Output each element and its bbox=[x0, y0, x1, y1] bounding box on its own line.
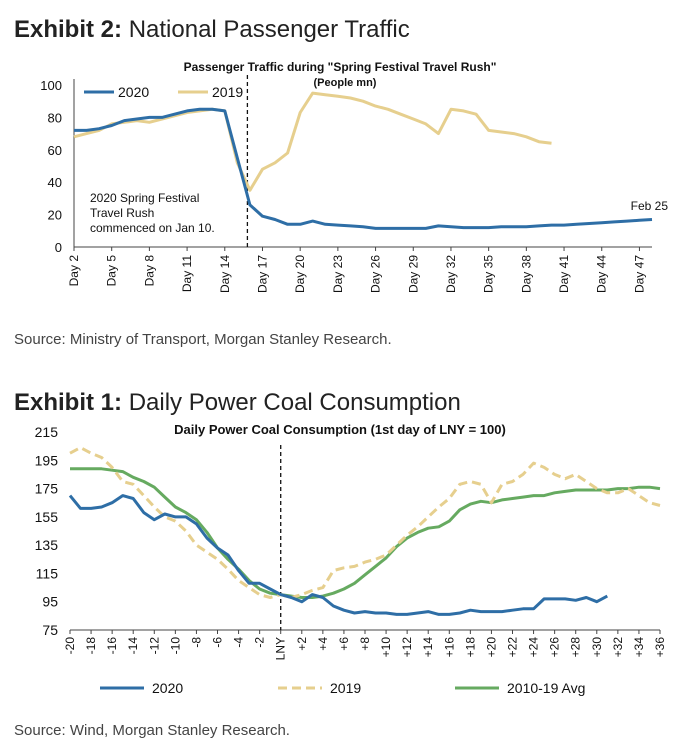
x-tick-label: +2 bbox=[295, 637, 309, 651]
annotation-line: Travel Rush bbox=[90, 206, 154, 220]
x-tick-label: Day 17 bbox=[255, 255, 269, 293]
x-tick-label: Day 41 bbox=[557, 255, 571, 293]
x-tick-label: +16 bbox=[442, 637, 456, 658]
x-tick-label: Day 26 bbox=[369, 255, 383, 293]
annotation-end-label: Feb 25 bbox=[631, 199, 669, 213]
y-tick-label: 195 bbox=[35, 452, 59, 468]
y-tick-label: 215 bbox=[35, 424, 59, 440]
series-line-2020 bbox=[74, 107, 653, 230]
chart-title: Daily Power Coal Consumption (1st day of… bbox=[174, 422, 506, 437]
x-tick-label: Day 32 bbox=[444, 255, 458, 293]
legend-label: 2019 bbox=[330, 680, 361, 696]
y-tick-label: 20 bbox=[48, 208, 62, 223]
x-tick-label: +20 bbox=[484, 637, 498, 658]
x-tick-label: -8 bbox=[189, 637, 203, 648]
x-tick-label: +36 bbox=[653, 637, 667, 658]
x-tick-label: Day 2 bbox=[67, 255, 81, 287]
y-tick-label: 60 bbox=[48, 143, 62, 158]
x-tick-label: -10 bbox=[168, 637, 182, 655]
legend-label: 2010-19 Avg bbox=[507, 680, 585, 696]
y-tick-label: 115 bbox=[36, 565, 59, 581]
x-tick-label: -4 bbox=[232, 637, 246, 648]
x-tick-label: -20 bbox=[63, 637, 77, 655]
y-tick-label: 155 bbox=[35, 509, 59, 525]
x-tick-label: +26 bbox=[548, 637, 562, 658]
annotation-line: 2020 Spring Festival bbox=[90, 191, 199, 205]
x-tick-label: Day 23 bbox=[331, 255, 345, 293]
legend-label: 2020 bbox=[118, 84, 149, 100]
x-tick-label: Day 35 bbox=[482, 255, 496, 293]
chart-subtitle: (People mn) bbox=[314, 77, 377, 89]
series-line-2020 bbox=[68, 494, 609, 616]
x-tick-label: +24 bbox=[527, 637, 541, 658]
y-tick-label: 0 bbox=[55, 240, 62, 255]
x-tick-label: +28 bbox=[569, 637, 583, 658]
legend-label: 2019 bbox=[212, 84, 243, 100]
x-tick-label: Day 8 bbox=[142, 255, 156, 287]
y-tick-label: 40 bbox=[48, 175, 62, 190]
x-tick-label: +10 bbox=[379, 637, 393, 658]
x-tick-label: +4 bbox=[316, 637, 330, 651]
y-tick-label: 75 bbox=[42, 622, 58, 638]
x-tick-label: Day 38 bbox=[519, 255, 533, 293]
x-tick-label: Day 5 bbox=[105, 255, 119, 287]
legend-label: 2020 bbox=[152, 680, 183, 696]
exhibit-1-source: Source: Wind, Morgan Stanley Research. bbox=[14, 722, 290, 739]
x-tick-label: +22 bbox=[506, 637, 520, 658]
x-tick-label: +30 bbox=[590, 637, 604, 658]
x-tick-label: Day 47 bbox=[632, 255, 646, 293]
y-tick-label: 80 bbox=[48, 110, 62, 125]
power-coal-chart: Daily Power Coal Consumption (1st day of… bbox=[35, 422, 667, 696]
x-tick-label: +6 bbox=[337, 637, 351, 651]
x-tick-label: +8 bbox=[358, 637, 372, 651]
x-tick-label: -18 bbox=[84, 637, 98, 655]
x-tick-label: Day 20 bbox=[293, 255, 307, 293]
series-line-2019 bbox=[73, 91, 552, 192]
x-tick-label: Day 44 bbox=[595, 255, 609, 293]
exhibit-1-label: Exhibit 1: bbox=[14, 389, 123, 416]
x-tick-label: +14 bbox=[421, 637, 435, 658]
x-tick-label: +34 bbox=[632, 637, 646, 658]
exhibit-2-label: Exhibit 2: bbox=[14, 16, 123, 43]
exhibit-1-title: Daily Power Coal Consumption bbox=[128, 389, 461, 416]
annotation-line: commenced on Jan 10. bbox=[90, 221, 215, 235]
y-tick-label: 95 bbox=[42, 594, 58, 610]
x-tick-label: -2 bbox=[253, 637, 267, 648]
x-tick-label: +32 bbox=[611, 637, 625, 658]
series-line-2019 bbox=[69, 446, 661, 599]
chart-title: Passenger Traffic during "Spring Festiva… bbox=[184, 60, 497, 74]
exhibit-2-source: Source: Ministry of Transport, Morgan St… bbox=[14, 331, 392, 348]
x-tick-label: Day 11 bbox=[180, 255, 194, 292]
x-tick-label: +12 bbox=[400, 637, 414, 658]
exhibit-1-heading: Exhibit 1: Daily Power Coal Consumption bbox=[14, 389, 461, 417]
passenger-traffic-chart: Passenger Traffic during "Spring Festiva… bbox=[40, 60, 669, 293]
x-tick-label: -12 bbox=[147, 637, 161, 655]
y-tick-label: 100 bbox=[40, 78, 62, 93]
series-line-2010-19-Avg bbox=[70, 467, 661, 599]
exhibit-2-heading: Exhibit 2: National Passenger Traffic bbox=[14, 16, 410, 44]
x-tick-label: -14 bbox=[126, 637, 140, 655]
x-tick-label: LNY bbox=[274, 637, 288, 660]
x-tick-label: +18 bbox=[463, 637, 477, 658]
x-tick-label: -6 bbox=[211, 637, 225, 648]
exhibit-2-title: National Passenger Traffic bbox=[128, 16, 410, 43]
y-tick-label: 135 bbox=[35, 537, 59, 553]
x-tick-label: Day 14 bbox=[218, 255, 232, 293]
x-tick-label: Day 29 bbox=[406, 255, 420, 293]
x-tick-label: -16 bbox=[105, 637, 119, 655]
y-tick-label: 175 bbox=[35, 481, 59, 497]
